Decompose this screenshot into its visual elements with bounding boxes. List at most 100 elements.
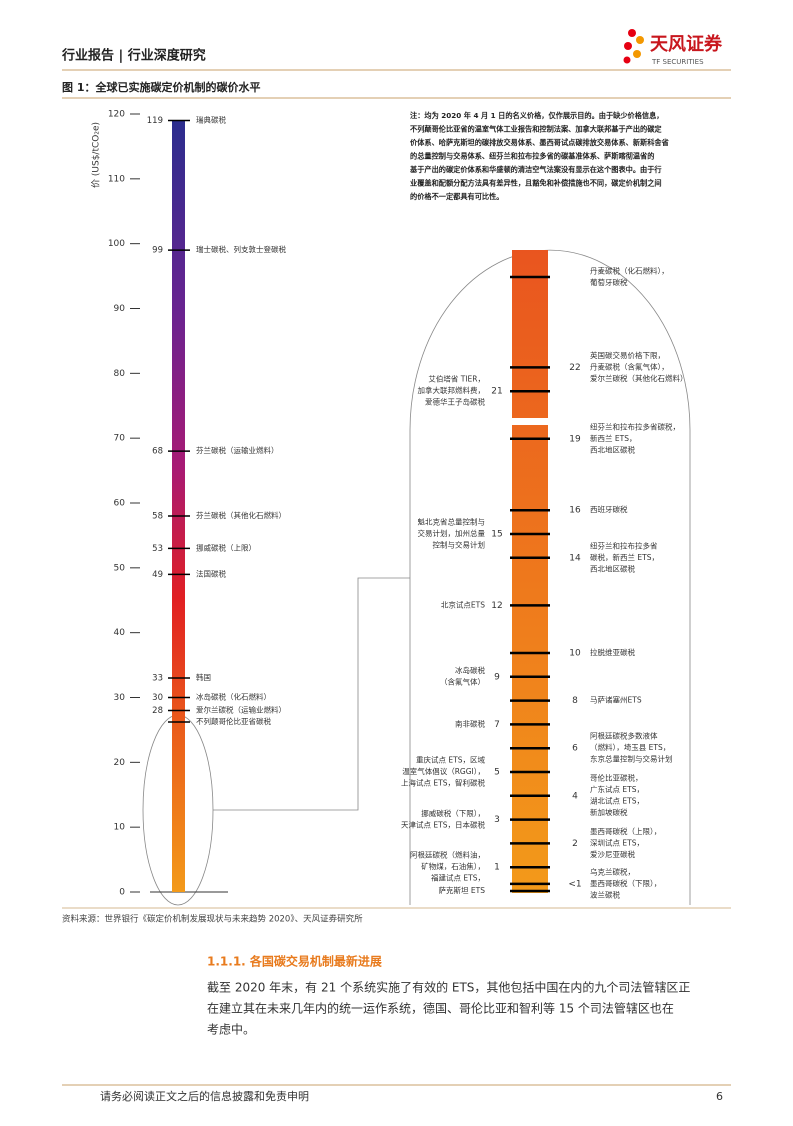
y-tick-label: 10 [114,823,126,833]
paragraph: 截至 2020 年末，有 21 个系统实施了有效的 ETS，其他包括中国在内的九… [207,980,690,1037]
annotation-value: 16 [569,506,581,516]
y-tick-label: 60 [114,499,126,509]
annotation-text: 西北地区碳税 [590,563,635,573]
annotation-value: 9 [494,672,500,682]
annotation-value: 12 [491,601,502,611]
annotation-text: 不列颠哥伦比亚省碳税 [196,716,271,726]
annotation-value: <1 [568,879,581,889]
annotation-text: 芬兰碳税（运输业燃料） [196,445,279,455]
annotation-text: （燃料），埼玉县 ETS， [590,742,670,752]
annotation-value: 28 [152,706,163,716]
y-tick-label: 30 [114,693,126,703]
annotation-text: 东京总量控制与交易计划 [590,754,673,764]
annotation-text: 控制与交易计划 [433,540,486,550]
annotation-text: 冰岛碳税（化石燃料） [196,692,271,702]
annotation-value: 15 [491,530,502,540]
annotation-text: 英国碳交易价格下限， [590,350,665,360]
annotation-value: 4 [572,791,578,801]
annotation-text: 丹麦碳税（化石燃料）， [590,265,669,275]
annotation-text: 加拿大联邦燃料费， [418,385,486,395]
page-number: 6 [716,1090,723,1103]
y-tick-label: 50 [114,563,126,573]
y-tick-label: 80 [114,369,126,379]
footer-disclaimer: 请务必阅读正文之后的信息披露和免责申明 [100,1089,309,1103]
y-tick-label: 100 [108,239,125,249]
header-title: 行业报告 | 行业深度研究 [61,48,206,64]
annotation-value: 21 [491,387,502,397]
annotation-text: 纽芬兰和拉布拉多省 [590,540,658,550]
annotation-text: 爱尔兰碳税（运输业燃料） [196,704,286,714]
annotation-value: 10 [569,649,581,659]
annotation-text: 丹麦碳税（含氟气体）， [590,361,669,371]
section-heading: 1.1.1. 各国碳交易机制最新进展 [207,954,382,969]
annotation-value: 19 [569,434,581,444]
annotation-text: 福建试点 ETS， [431,873,485,883]
annotation-value: 5 [494,768,500,778]
note-line: 的总量控制与交易体系、纽芬兰和拉布拉多省的碳基准体系、萨斯喀彻温省的 [410,152,654,161]
y-tick-label: 20 [114,758,126,768]
annotation-text: 魁北克省总量控制与 [418,517,486,527]
annotation-text: （含氟气体） [440,677,485,687]
annotation-text: 阿根廷碳税（燃料油， [410,850,485,860]
annotation-value: 99 [152,246,163,256]
annotation-value: 30 [152,693,163,703]
zoom-outline [409,249,691,905]
annotation-text: 艾伯塔省 TIER， [428,374,485,384]
y-tick-label: 90 [114,304,126,314]
note-line: 的价格不一定都具有可比性。 [410,192,503,201]
annotation-value: 2 [572,839,578,849]
note-line: 基于产出的碳定价体系和华盛顿的清洁空气法案没有显示在这个图表中。由于行 [409,165,662,174]
annotation-value: 119 [147,116,163,126]
annotation-text: 温室气体倡议（RGGI）， [402,766,485,776]
zoom-bar-break [510,418,550,425]
annotation-value: 3 [494,815,500,825]
annotation-text: 深圳试点 ETS， [590,837,644,847]
paragraph-line: 截至 2020 年末，有 21 个系统实施了有效的 ETS，其他包括中国在内的九… [207,980,690,995]
y-tick-label: 40 [114,628,126,638]
annotation-text: 西北地区碳税 [590,444,635,454]
annotation-text: 拉脱维亚碳税 [590,647,635,657]
annotation-value: 22 [569,363,580,373]
price-bar [172,120,185,892]
annotation-value: 6 [572,744,578,754]
axis-label: 价 (US$/tCO₂e) [91,122,102,188]
annotation-text: 乌克兰碳税， [590,866,635,876]
figure-caption: 图 1：全球已实施碳定价机制的碳价水平 [62,80,260,94]
y-tick-label: 120 [108,110,125,120]
source: 资料来源：世界银行《碳定价机制发展现状与未来趋势 2020》、天风证券研究所 [62,914,363,925]
annotation-text: 上海试点 ETS，智利碳税 [401,778,485,788]
logo-text-en: TF SECURITIES [651,58,704,66]
annotation-text: 重庆试点 ETS，区域 [416,755,485,765]
annotation-text: 冰岛碳税 [455,665,485,675]
annotation-value: 14 [569,553,581,563]
annotation-text: 墨西哥碳税（下限）， [590,878,661,888]
annotation-text: 哥伦比亚碳税， [590,773,643,783]
annotation-text: 马萨诸塞州ETS [590,695,642,705]
annotation-value: 53 [152,544,163,554]
annotation-text: 萨克斯坦 ETS [439,885,486,895]
annotation-value: 7 [494,720,500,730]
annotation-text: 新加坡碳税 [590,807,628,817]
annotation-text: 湖北试点 ETS， [590,796,644,806]
annotation-text: 爱德华王子岛碳税 [425,397,485,407]
note-line: 注：均为 2020 年 4 月 1 日的名义价格，仅作展示目的。由于缺少价格信息… [410,111,663,120]
zoom-bar [512,250,548,893]
annotation-value: 58 [152,511,163,521]
annotation-text: 芬兰碳税（其他化石燃料） [196,510,286,520]
logo: 天风证券 TF SECURITIES [623,29,723,66]
paragraph-line: 在建立其在未来几年内的统一运作系统，德国、哥伦比亚和智利等 15 个司法管辖区也… [207,1001,674,1016]
note: 注：均为 2020 年 4 月 1 日的名义价格，仅作展示目的。由于缺少价格信息… [409,111,670,201]
annotation-text: 北京试点ETS [441,599,485,609]
annotation-value: 1 [494,863,500,873]
annotation-text: 墨西哥碳税（上限）， [590,826,661,836]
annotation-text: 瑞典碳税 [196,114,226,124]
note-line: 业覆盖和配额分配方法具有差异性，且豁免和补偿措施也不同，碳定价机制之间 [410,179,662,188]
annotation-text: 南非碳税 [455,718,485,728]
annotation-text: 新西兰 ETS， [590,433,636,443]
annotation-text: 瑞士碳税、列支敦士登碳税 [196,244,286,254]
annotation-text: 韩国 [196,672,211,682]
note-line: 价体系、哈萨克斯坦的碳排放交易体系、墨西哥试点碳排放交易体系、新斯科舍省 [410,138,670,147]
y-tick-label: 70 [114,434,126,444]
connector [213,577,410,811]
annotation-value: 33 [152,674,163,684]
